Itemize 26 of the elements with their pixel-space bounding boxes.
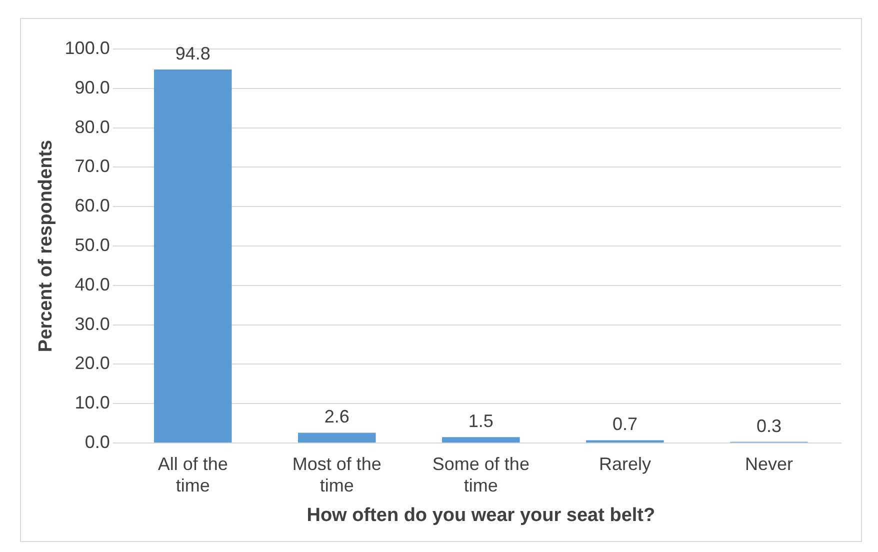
data-label: 2.6	[324, 406, 350, 427]
bar	[154, 69, 232, 442]
y-tick-label: 0.0	[84, 432, 110, 452]
y-tick-label: 20.0	[74, 353, 110, 374]
data-label: 94.8	[175, 43, 210, 64]
data-label: 0.3	[756, 416, 782, 436]
y-tick-label: 40.0	[74, 274, 110, 294]
x-tick-label: Never	[744, 454, 793, 474]
x-tick-label: All of the time	[158, 454, 228, 496]
y-tick-label: 10.0	[74, 392, 110, 413]
x-axis-title: How often do you wear your seat belt?	[306, 504, 656, 526]
x-tick-label: Rarely	[598, 454, 651, 474]
y-tick-label: 30.0	[74, 314, 110, 334]
y-tick-label: 80.0	[74, 116, 110, 137]
y-tick-label: 100.0	[64, 38, 110, 58]
y-tick-label: 60.0	[74, 196, 110, 216]
y-tick-label: 70.0	[74, 156, 110, 176]
data-label: 0.7	[612, 414, 638, 434]
x-tick-label: Some of the time	[432, 454, 530, 496]
y-axis-title: Percent of respondents	[36, 140, 57, 352]
bar	[298, 432, 376, 442]
x-tick-label: Most of the time	[292, 454, 382, 496]
y-tick-label: 90.0	[74, 77, 110, 98]
bar	[442, 437, 520, 442]
data-label: 1.5	[468, 411, 494, 432]
y-tick-label: 50.0	[74, 234, 110, 255]
